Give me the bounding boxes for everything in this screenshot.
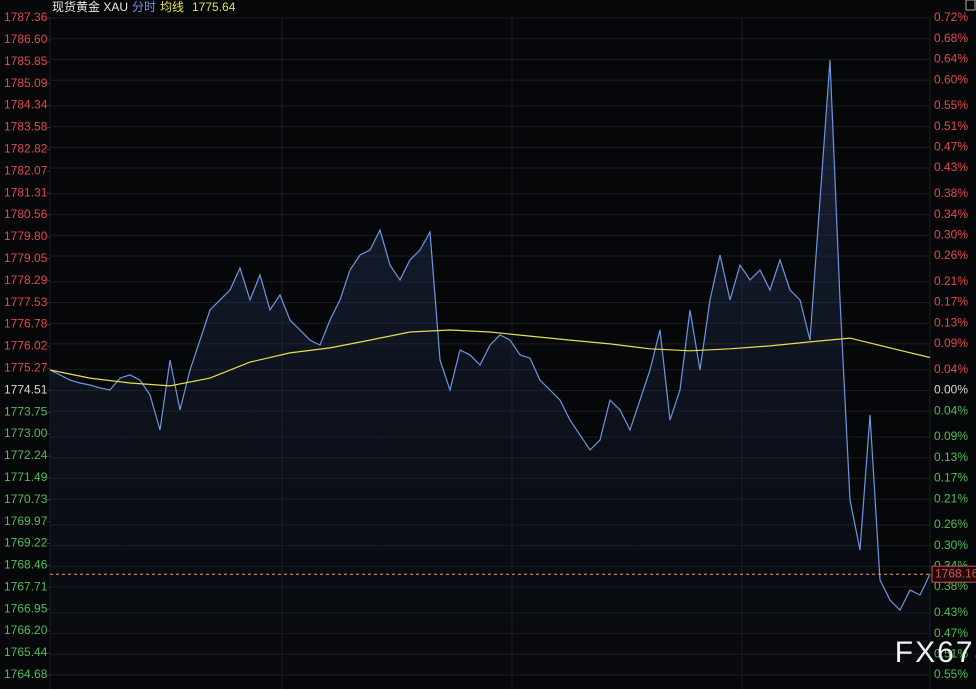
y-tick-label: 1777.53 <box>4 295 48 309</box>
y2-tick-label: 0.55% <box>934 98 968 112</box>
y2-tick-label: 0.60% <box>934 72 968 86</box>
y-tick-label: 1766.20 <box>4 623 48 637</box>
y-tick-label: 1779.80 <box>4 229 48 243</box>
y2-tick-label: 0.47% <box>934 140 968 154</box>
chart-title: 现货黄金 XAU <box>52 0 128 14</box>
y-tick-label: 1781.31 <box>4 185 48 199</box>
y2-tick-label: 0.64% <box>934 52 968 66</box>
y2-tick-label: 0.21% <box>934 491 968 505</box>
y-tick-label: 1773.00 <box>4 426 48 440</box>
y-tick-label: 1773.75 <box>4 404 48 418</box>
y-tick-label: 1766.95 <box>4 601 48 615</box>
y-tick-label: 1783.58 <box>4 120 48 134</box>
watermark: FX678 <box>895 636 976 669</box>
y2-tick-label: 0.04% <box>934 362 968 376</box>
y-tick-label: 1765.44 <box>4 645 48 659</box>
y-tick-label: 1769.22 <box>4 536 48 550</box>
average-line <box>49 329 931 387</box>
y-tick-label: 1764.68 <box>4 667 48 681</box>
y-tick-label: 1770.73 <box>4 492 48 506</box>
y-tick-label: 1786.60 <box>4 32 48 46</box>
y2-tick-label: 0.26% <box>934 517 968 531</box>
legend-entry: 均线 <box>160 0 184 14</box>
y-tick-label: 1767.71 <box>4 579 48 593</box>
y-tick-label: 1774.51 <box>4 382 48 396</box>
y-tick-label: 1768.46 <box>4 558 48 572</box>
y-tick-label: 1778.29 <box>4 273 48 287</box>
ma-value: 1775.64 <box>192 0 236 14</box>
y-tick-label: 1771.49 <box>4 470 48 484</box>
last-price-box <box>931 565 976 583</box>
y-tick-label: 1775.27 <box>4 360 48 374</box>
y2-tick-label: 0.38% <box>934 579 968 593</box>
y2-tick-label: 0.68% <box>934 31 968 45</box>
y2-tick-label: 0.09% <box>934 336 968 350</box>
y-tick-label: 1784.34 <box>4 98 48 112</box>
y-tick-label: 1785.09 <box>4 76 48 90</box>
last-price-label: 1768.16 <box>935 566 976 580</box>
y2-tick-label: 0.04% <box>934 403 968 417</box>
y2-tick-label: 0.51% <box>934 646 968 660</box>
y2-tick-label: 0.38% <box>934 186 968 200</box>
y-tick-label: 1779.05 <box>4 251 48 265</box>
y2-tick-label: 0.30% <box>934 538 968 552</box>
y2-tick-label: 0.09% <box>934 429 968 443</box>
y2-tick-label: 0.43% <box>934 605 968 619</box>
y-tick-label: 1776.02 <box>4 339 48 353</box>
y2-tick-label: 0.47% <box>934 626 968 640</box>
corner-icon[interactable] <box>965 0 976 11</box>
y2-tick-label: 0.51% <box>934 119 968 133</box>
y2-tick-label: 0.17% <box>934 295 968 309</box>
y-tick-label: 1782.07 <box>4 163 48 177</box>
y2-tick-label: 0.13% <box>934 450 968 464</box>
y2-tick-label: 0.43% <box>934 160 968 174</box>
legend-entry: 分时 <box>132 0 156 14</box>
area <box>50 60 930 675</box>
y2-tick-label: 0.30% <box>934 227 968 241</box>
y-tick-label: 1787.36 <box>4 10 48 24</box>
y2-tick-label: 0.34% <box>934 207 968 221</box>
y2-tick-label: 0.72% <box>934 10 968 24</box>
y-tick-label: 1769.97 <box>4 514 48 528</box>
y-tick-label: 1772.24 <box>4 448 48 462</box>
y-tick-label: 1785.85 <box>4 54 48 68</box>
y-tick-label: 1780.56 <box>4 207 48 221</box>
y2-tick-label: 0.55% <box>934 667 968 681</box>
y2-tick-label: 0.26% <box>934 248 968 262</box>
y2-tick-label: 0.17% <box>934 471 968 485</box>
y2-tick-label: 0.13% <box>934 315 968 329</box>
y-tick-label: 1776.78 <box>4 317 48 331</box>
y2-tick-label: 0.21% <box>934 274 968 288</box>
price-line <box>49 59 931 612</box>
y-tick-label: 1782.82 <box>4 142 48 156</box>
y2-tick-label: 0.00% <box>934 383 968 397</box>
